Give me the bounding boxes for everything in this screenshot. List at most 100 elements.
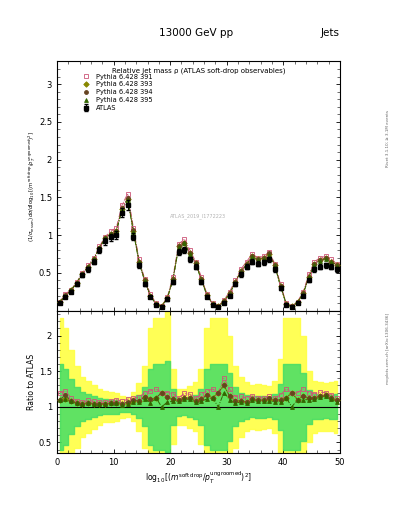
Pythia 6.428 391 — [108, 228, 113, 234]
Pythia 6.428 391 — [272, 261, 277, 267]
Pythia 6.428 391 — [193, 259, 198, 265]
Pythia 6.428 393 — [205, 292, 209, 298]
Pythia 6.428 395 — [125, 197, 130, 203]
Pythia 6.428 391 — [57, 298, 62, 305]
Pythia 6.428 393 — [165, 295, 170, 301]
Pythia 6.428 393 — [272, 262, 277, 268]
Pythia 6.428 393 — [74, 280, 79, 286]
Pythia 6.428 395 — [154, 301, 158, 307]
Pythia 6.428 394 — [233, 279, 238, 285]
Pythia 6.428 394 — [335, 262, 340, 268]
Pythia 6.428 391 — [114, 225, 119, 231]
Pythia 6.428 394 — [187, 250, 192, 257]
Pythia 6.428 391 — [210, 300, 215, 306]
Pythia 6.428 395 — [182, 241, 187, 247]
Pythia 6.428 393 — [69, 287, 73, 293]
Pythia 6.428 393 — [176, 243, 181, 249]
Pythia 6.428 393 — [187, 250, 192, 257]
Text: mcplots.cern.ch [arXiv:1306.3436]: mcplots.cern.ch [arXiv:1306.3436] — [386, 313, 390, 383]
Pythia 6.428 391 — [233, 278, 238, 284]
Pythia 6.428 394 — [199, 276, 204, 282]
Pythia 6.428 393 — [159, 303, 164, 309]
Pythia 6.428 393 — [97, 245, 102, 251]
Pythia 6.428 393 — [154, 301, 158, 307]
Pythia 6.428 393 — [120, 206, 125, 212]
Pythia 6.428 395 — [295, 300, 300, 306]
Y-axis label: $(1/\sigma_{\mathrm{resum}})\,d\sigma/d\log_{10}[(m^{\mathrm{soft\,drop}}/p_T^{\: $(1/\sigma_{\mathrm{resum}})\,d\sigma/d\… — [26, 131, 38, 242]
Pythia 6.428 393 — [323, 255, 328, 261]
Pythia 6.428 393 — [222, 298, 226, 304]
Pythia 6.428 391 — [216, 303, 220, 309]
Pythia 6.428 395 — [114, 228, 119, 234]
Pythia 6.428 391 — [69, 287, 73, 293]
Pythia 6.428 391 — [250, 251, 255, 257]
Pythia 6.428 394 — [182, 240, 187, 246]
Pythia 6.428 394 — [318, 257, 323, 263]
Pythia 6.428 394 — [137, 259, 141, 265]
Pythia 6.428 394 — [210, 301, 215, 307]
Pythia 6.428 395 — [80, 271, 85, 277]
Pythia 6.428 391 — [227, 289, 232, 295]
Pythia 6.428 395 — [108, 230, 113, 237]
Pythia 6.428 393 — [137, 259, 141, 265]
Pythia 6.428 395 — [267, 252, 272, 258]
Pythia 6.428 395 — [97, 245, 102, 251]
Pythia 6.428 391 — [103, 233, 107, 240]
Pythia 6.428 395 — [312, 262, 317, 268]
Pythia 6.428 395 — [137, 259, 141, 265]
Pythia 6.428 394 — [142, 278, 147, 284]
Pythia 6.428 391 — [335, 261, 340, 267]
Pythia 6.428 391 — [187, 247, 192, 253]
Pythia 6.428 395 — [148, 293, 153, 300]
Pythia 6.428 395 — [193, 261, 198, 267]
Pythia 6.428 394 — [193, 260, 198, 266]
Pythia 6.428 394 — [165, 295, 170, 301]
Pythia 6.428 394 — [154, 301, 158, 307]
Pythia 6.428 393 — [250, 253, 255, 260]
Pythia 6.428 394 — [80, 271, 85, 277]
Pythia 6.428 393 — [63, 292, 68, 298]
Pythia 6.428 395 — [227, 291, 232, 297]
Pythia 6.428 393 — [312, 261, 317, 267]
Pythia 6.428 394 — [290, 303, 294, 309]
Pythia 6.428 391 — [255, 255, 260, 261]
Pythia 6.428 394 — [222, 298, 226, 304]
Pythia 6.428 393 — [125, 196, 130, 202]
Text: Jets: Jets — [321, 28, 340, 38]
Pythia 6.428 395 — [63, 292, 68, 298]
Pythia 6.428 393 — [108, 230, 113, 237]
Pythia 6.428 391 — [176, 241, 181, 247]
Pythia 6.428 391 — [165, 294, 170, 300]
Pythia 6.428 393 — [80, 271, 85, 277]
Pythia 6.428 393 — [284, 301, 288, 307]
Pythia 6.428 391 — [74, 279, 79, 285]
Pythia 6.428 394 — [171, 276, 175, 282]
Pythia 6.428 391 — [318, 255, 323, 261]
Pythia 6.428 394 — [278, 283, 283, 289]
Pythia 6.428 395 — [222, 298, 226, 305]
Pythia 6.428 395 — [171, 276, 175, 283]
Pythia 6.428 395 — [301, 291, 305, 297]
Pythia 6.428 391 — [199, 273, 204, 280]
Pythia 6.428 394 — [176, 243, 181, 249]
Pythia 6.428 394 — [148, 292, 153, 298]
Pythia 6.428 395 — [131, 229, 136, 235]
Pythia 6.428 395 — [244, 262, 249, 268]
X-axis label: $\log_{10}[(m^{\mathrm{soft\,drop}}/p_T^{\mathrm{ungroomed}})^2]$: $\log_{10}[(m^{\mathrm{soft\,drop}}/p_T^… — [145, 470, 252, 486]
Pythia 6.428 394 — [114, 227, 119, 233]
Pythia 6.428 394 — [244, 261, 249, 267]
Pythia 6.428 395 — [165, 295, 170, 302]
Pythia 6.428 391 — [205, 291, 209, 297]
Pythia 6.428 394 — [261, 255, 266, 261]
Pythia 6.428 391 — [244, 259, 249, 265]
Pythia 6.428 394 — [323, 255, 328, 261]
Pythia 6.428 394 — [108, 230, 113, 237]
Pythia 6.428 391 — [148, 291, 153, 297]
Pythia 6.428 394 — [255, 257, 260, 263]
Pythia 6.428 395 — [159, 304, 164, 310]
Pythia 6.428 393 — [301, 290, 305, 296]
Line: Pythia 6.428 394: Pythia 6.428 394 — [58, 196, 339, 308]
Pythia 6.428 395 — [205, 292, 209, 298]
Pythia 6.428 394 — [284, 301, 288, 307]
Pythia 6.428 394 — [92, 257, 96, 263]
